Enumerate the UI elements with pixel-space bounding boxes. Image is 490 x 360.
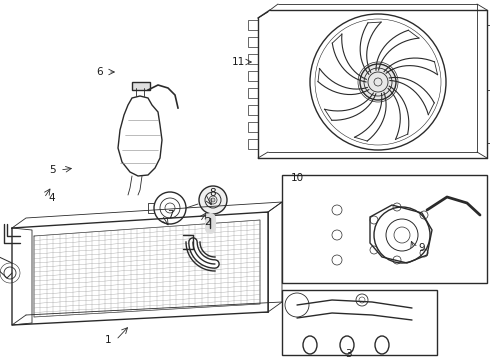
Bar — [248, 105, 258, 115]
Text: 4: 4 — [49, 193, 55, 203]
Text: 3: 3 — [344, 349, 351, 359]
Text: 2: 2 — [205, 217, 211, 227]
Bar — [282, 290, 437, 355]
Circle shape — [360, 64, 396, 100]
Text: 10: 10 — [291, 173, 304, 183]
Bar — [248, 139, 258, 149]
Bar — [248, 88, 258, 98]
Bar — [248, 20, 258, 30]
Bar — [248, 122, 258, 132]
Text: 9: 9 — [418, 243, 425, 253]
Text: 5: 5 — [49, 165, 55, 175]
Text: 11: 11 — [231, 57, 245, 67]
Bar — [248, 71, 258, 81]
Text: 7: 7 — [167, 210, 173, 220]
Circle shape — [199, 186, 227, 214]
Bar — [248, 54, 258, 64]
Text: 6: 6 — [97, 67, 103, 77]
Circle shape — [211, 198, 215, 202]
Bar — [248, 37, 258, 47]
Text: 8: 8 — [210, 188, 216, 198]
Bar — [132, 82, 150, 90]
Bar — [282, 175, 487, 283]
Text: 1: 1 — [105, 335, 111, 345]
